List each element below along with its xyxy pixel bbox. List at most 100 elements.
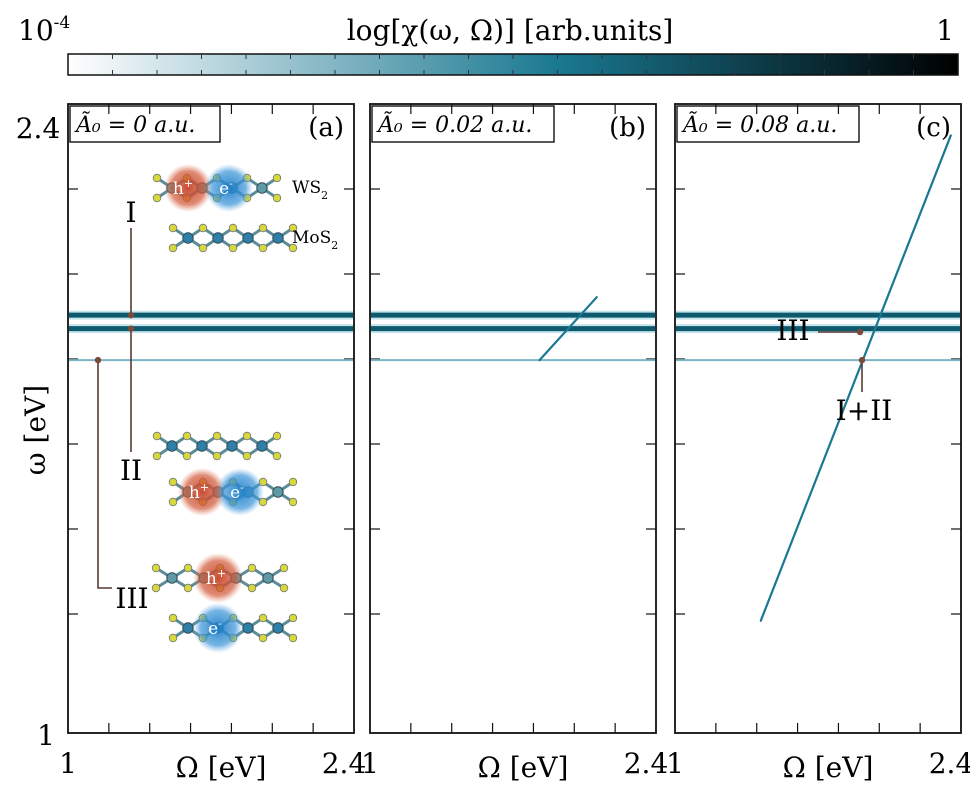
chalcogen-atom xyxy=(198,223,208,233)
schematic-bottom: h+ e- xyxy=(151,553,298,653)
chalcogen-atom xyxy=(182,451,192,461)
hole-label: h+ xyxy=(173,177,193,199)
chalcogen-atom xyxy=(152,193,162,203)
chalcogen-atom xyxy=(168,633,178,643)
colorbar-max-label: 1 xyxy=(936,14,954,47)
annotation-marker xyxy=(127,325,135,332)
chalcogen-atom xyxy=(279,563,289,573)
panel-label: (b) xyxy=(609,113,646,143)
y-axis-label: ω [eV] xyxy=(19,385,52,475)
chalcogen-atom xyxy=(152,173,162,183)
chalcogen-atom xyxy=(288,613,298,623)
y-tick-label: 2.4 xyxy=(16,112,61,145)
chalcogen-atom xyxy=(288,497,298,507)
amplitude-label: Ã₀ = 0.02 a.u. xyxy=(376,110,532,138)
metal-atom xyxy=(256,182,268,194)
x-tick-label: 2.4 xyxy=(624,747,669,780)
annotation-marker xyxy=(856,328,864,336)
annotation-marker xyxy=(858,356,866,364)
panel-b: Ã₀ = 0.02 a.u. (b) 1 2.4 Ω [eV] xyxy=(361,103,669,784)
electron-label: e- xyxy=(230,481,244,503)
metal-atom xyxy=(166,440,178,452)
metal-atom xyxy=(226,440,238,452)
mos2-label: MoS2 xyxy=(292,228,338,252)
schematic-top: h+ e- WS2 MoS2 xyxy=(152,164,338,253)
chalcogen-atom xyxy=(272,193,282,203)
amplitude-label-box xyxy=(69,105,221,143)
chalcogen-atom xyxy=(288,243,298,253)
metal-atom xyxy=(262,572,274,584)
chalcogen-atom xyxy=(288,223,298,233)
mos2-layer-top xyxy=(168,223,298,253)
metal-atom xyxy=(256,440,268,452)
panel-label: (c) xyxy=(916,113,951,143)
x-axis-label: Ω [eV] xyxy=(478,751,569,784)
chalcogen-atom xyxy=(212,451,222,461)
metal-atom xyxy=(196,440,208,452)
chalcogen-atom xyxy=(272,451,282,461)
floquet-replica-line xyxy=(538,296,598,362)
chalcogen-atom xyxy=(258,633,268,643)
hole-blob xyxy=(193,553,243,603)
chalcogen-atom xyxy=(168,613,178,623)
chalcogen-atom xyxy=(242,431,252,441)
chalcogen-atom xyxy=(272,431,282,441)
amplitude-label: Ã₀ = 0 a.u. xyxy=(74,110,195,138)
electron-label: e- xyxy=(208,617,222,639)
panel-c: Ã₀ = 0.08 a.u. (c) 1 2.4 Ω [eV] III I+II xyxy=(666,103,970,784)
chalcogen-atom xyxy=(288,633,298,643)
colorbar-min-label: 10-4 xyxy=(18,13,70,47)
electron-label: e- xyxy=(219,177,233,199)
annotation-label: III xyxy=(776,314,809,347)
chalcogen-atom xyxy=(151,583,161,593)
hole-blob xyxy=(178,468,226,516)
metal-atom xyxy=(242,622,254,634)
chalcogen-atom xyxy=(288,477,298,487)
electron-blob xyxy=(205,164,253,212)
metal-atom xyxy=(272,232,284,244)
colorbar-title: log[χ(ω, Ω)] [arb.units] xyxy=(347,14,674,47)
annotation-label: II xyxy=(120,454,142,487)
metal-atom xyxy=(272,622,284,634)
y-tick-label: 1 xyxy=(37,719,55,752)
chalcogen-atom xyxy=(228,243,238,253)
plot-frame xyxy=(369,103,657,734)
metal-atom xyxy=(166,572,178,584)
annotation-label: III xyxy=(115,582,148,615)
colorbar-ticks xyxy=(112,54,914,75)
chalcogen-atom xyxy=(212,431,222,441)
metal-atom xyxy=(212,232,224,244)
chalcogen-atom xyxy=(152,451,162,461)
chalcogen-atom xyxy=(151,563,161,573)
annotation-label: I xyxy=(125,196,136,229)
chalcogen-atom xyxy=(183,563,193,573)
amplitude-label-box xyxy=(371,105,555,143)
chalcogen-atom xyxy=(198,243,208,253)
x-tick-label: 2.4 xyxy=(322,747,367,780)
x-tick-label: 1 xyxy=(59,747,77,780)
hole-blob xyxy=(164,164,212,212)
chalcogen-atom xyxy=(247,583,257,593)
chalcogen-atom xyxy=(258,243,268,253)
mos2-layer-mid xyxy=(152,431,282,461)
chalcogen-atom xyxy=(182,431,192,441)
chalcogen-atom xyxy=(152,431,162,441)
panel-label: (a) xyxy=(308,113,344,143)
chalcogen-atom xyxy=(168,497,178,507)
chalcogen-atom xyxy=(258,613,268,623)
chalcogen-atom xyxy=(247,563,257,573)
x-axis-label: Ω [eV] xyxy=(783,751,874,784)
hole-label: h+ xyxy=(189,481,209,503)
x-axis-label: Ω [eV] xyxy=(176,751,267,784)
annotation-leader xyxy=(97,360,112,589)
chalcogen-atom xyxy=(242,451,252,461)
chalcogen-atom xyxy=(228,223,238,233)
hole-label: h+ xyxy=(206,567,226,589)
amplitude-label-box xyxy=(676,105,860,143)
chalcogen-atom xyxy=(258,223,268,233)
schematic-middle: h+ e- xyxy=(152,431,298,516)
electron-blob xyxy=(193,603,243,653)
ws2-label: WS2 xyxy=(292,178,328,202)
annotation-label: I+II xyxy=(836,394,893,427)
chalcogen-atom xyxy=(279,583,289,593)
